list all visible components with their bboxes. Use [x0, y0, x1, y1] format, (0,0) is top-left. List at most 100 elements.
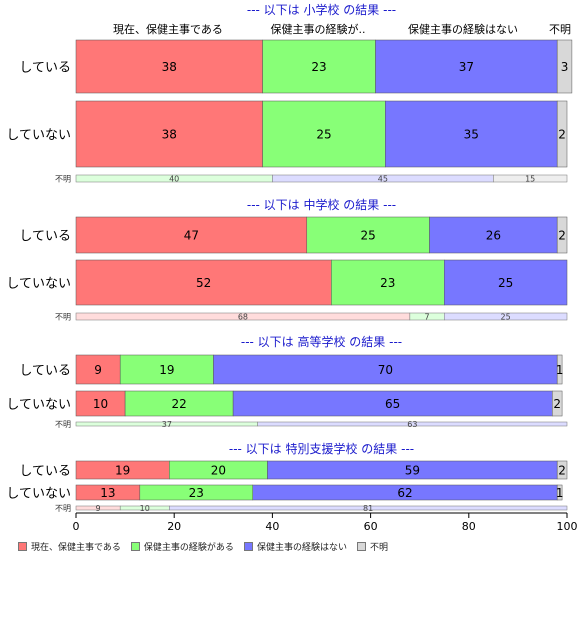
bar-2-0-value-2: 70 — [378, 363, 393, 377]
header-label-0: 現在、保健主事である — [113, 22, 223, 36]
x-tick-label-4: 80 — [462, 520, 476, 533]
row-label-1-1: していない — [6, 277, 71, 292]
bar-1-1-value-0: 52 — [196, 276, 211, 290]
x-tick-label-1: 20 — [167, 520, 181, 533]
bar-2-0-seg-2 — [213, 354, 558, 385]
legend-item-3: 不明 — [356, 540, 388, 553]
unknown-bar-2-value-2: 63 — [407, 420, 417, 429]
header-label-1: 保健主事の経験が.. — [271, 22, 366, 36]
unknown-label-0: 不明 — [55, 175, 71, 184]
bar-1-0-seg-1 — [306, 216, 430, 254]
header-label-3: 不明 — [549, 23, 571, 36]
row-label-1-0: している — [19, 229, 71, 244]
legend-swatch-0 — [18, 542, 27, 551]
bar-3-1-value-2: 62 — [397, 486, 412, 500]
bar-0-0-value-3: 3 — [561, 60, 569, 74]
bar-1-0-value-0: 47 — [184, 228, 199, 242]
legend-label-1: 保健主事の経験がある — [143, 543, 234, 553]
row-label-0-1: していない — [6, 128, 71, 143]
legend-swatch-2 — [243, 542, 253, 551]
bar-2-1-seg-0 — [75, 390, 126, 417]
legend-swatch-3 — [356, 542, 366, 551]
bar-0-1-value-2: 35 — [464, 127, 479, 141]
bar-0-1-value-1: 25 — [316, 127, 331, 141]
legend-label-3: 不明 — [369, 543, 388, 553]
x-tick-label-3: 60 — [364, 520, 378, 533]
unknown-bar-3-value-2: 81 — [363, 504, 373, 513]
bar-1-0-seg-0 — [75, 216, 308, 254]
bar-0-0-value-0: 38 — [162, 60, 177, 74]
bar-2-0-value-0: 9 — [94, 363, 102, 377]
unknown-bar-0-value-1: 40 — [169, 175, 179, 184]
panel-title-0: --- 以下は 小学校 の結果 --- — [247, 2, 396, 17]
legend-item-0: 現在、保健主事である — [18, 540, 121, 553]
unknown-bar-3-value-1: 10 — [140, 504, 150, 513]
bar-0-1-seg-1 — [262, 100, 386, 168]
bar-0-1-value-3: 2 — [558, 127, 566, 141]
x-tick-label-0: 0 — [73, 520, 80, 533]
bar-0-1-seg-2 — [385, 100, 558, 168]
unknown-bar-0-value-2: 45 — [378, 175, 388, 184]
unknown-bar-3-seg-2 — [169, 505, 568, 511]
legend-label-0: 現在、保健主事である — [31, 543, 121, 553]
unknown-bar-2-seg-2 — [257, 421, 568, 427]
bar-1-1-value-2: 25 — [498, 276, 513, 290]
bar-2-1-seg-3 — [552, 390, 563, 417]
bar-0-0-value-2: 37 — [459, 60, 474, 74]
unknown-label-1: 不明 — [55, 313, 71, 322]
legend-label-2: 保健主事の経験はない — [256, 543, 347, 553]
bar-2-0-value-1: 19 — [159, 363, 174, 377]
bar-0-1-value-0: 38 — [162, 127, 177, 141]
unknown-label-3: 不明 — [55, 504, 71, 513]
bar-0-0-seg-0 — [75, 39, 263, 94]
bar-3-0-value-3: 2 — [558, 463, 566, 477]
row-label-2-0: している — [19, 364, 71, 379]
bar-3-0-value-2: 59 — [405, 463, 420, 477]
unknown-bar-1-value-2: 25 — [501, 313, 511, 322]
legend-swatch-1 — [130, 542, 140, 551]
bar-3-1-seg-3 — [556, 484, 563, 501]
unknown-bar-1-value-1: 7 — [425, 313, 430, 322]
bar-2-1-value-0: 10 — [93, 397, 108, 411]
unknown-bar-0-seg-3 — [493, 174, 568, 183]
panel-title-1: --- 以下は 中学校 の結果 --- — [247, 197, 396, 212]
bar-3-1-value-3: 1 — [556, 486, 564, 500]
bar-1-1-seg-0 — [75, 259, 332, 306]
bar-1-0-value-2: 26 — [486, 228, 501, 242]
bar-1-0-seg-2 — [429, 216, 558, 254]
bar-2-1-value-2: 65 — [385, 397, 400, 411]
row-label-3-1: していない — [6, 487, 71, 502]
bar-1-1-seg-2 — [444, 259, 568, 306]
unknown-bar-0-value-3: 15 — [525, 175, 535, 184]
row-label-0-0: している — [19, 61, 71, 76]
unknown-bar-2-value-1: 37 — [162, 420, 172, 429]
bar-1-0-value-3: 2 — [558, 228, 566, 242]
bar-3-0-value-0: 19 — [115, 463, 130, 477]
bar-2-1-seg-1 — [124, 390, 234, 417]
row-label-3-0: している — [19, 464, 71, 479]
bar-1-0-seg-3 — [556, 216, 568, 254]
unknown-label-2: 不明 — [55, 420, 71, 429]
bar-2-0-seg-0 — [75, 354, 121, 385]
bar-2-0-value-3: 1 — [556, 363, 564, 377]
bar-0-1-seg-0 — [75, 100, 263, 168]
bar-3-1-value-0: 13 — [100, 486, 115, 500]
bar-0-1-seg-3 — [556, 100, 568, 168]
bar-2-0-seg-3 — [556, 354, 563, 385]
legend: 現在、保健主事である 保健主事の経験がある 保健主事の経験はない 不明 — [18, 540, 388, 553]
x-tick-label-2: 40 — [265, 520, 279, 533]
row-label-2-1: していない — [6, 398, 71, 413]
unknown-bar-3-value-0: 9 — [96, 504, 101, 513]
legend-item-1: 保健主事の経験がある — [130, 540, 234, 553]
x-tick-label-5: 100 — [557, 520, 578, 533]
bar-2-1-value-3: 2 — [553, 397, 561, 411]
bar-1-1-value-1: 23 — [380, 276, 395, 290]
panel-title-2: --- 以下は 高等学校 の結果 --- — [241, 334, 402, 349]
bar-0-0-seg-3 — [556, 39, 573, 94]
bar-3-0-value-1: 20 — [211, 463, 226, 477]
header-label-2: 保健主事の経験はない — [408, 22, 518, 36]
bar-0-0-value-1: 23 — [311, 60, 326, 74]
unknown-bar-1-seg-2 — [444, 312, 568, 321]
bar-3-1-value-1: 23 — [189, 486, 204, 500]
